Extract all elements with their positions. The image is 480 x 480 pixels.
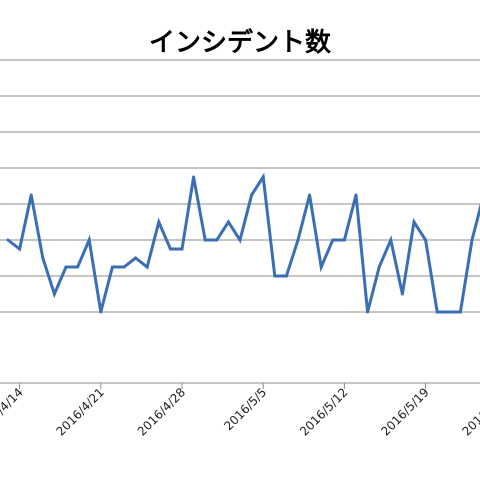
series-incidents — [6, 172, 480, 314]
data-point — [273, 274, 277, 278]
data-point — [238, 238, 242, 242]
data-point — [377, 265, 381, 269]
data-point — [6, 238, 10, 242]
data-point — [296, 238, 300, 242]
x-axis — [0, 382, 480, 389]
x-tick-label: 2016/4/14 — [0, 385, 26, 438]
data-point — [64, 265, 68, 269]
data-point — [470, 238, 474, 242]
data-point — [342, 238, 346, 242]
data-point — [99, 310, 103, 314]
x-tick-label: 2016/4/21 — [54, 385, 107, 438]
data-point — [331, 238, 335, 242]
data-point — [87, 238, 91, 242]
x-tick-label: 2016/5/26 — [460, 385, 480, 438]
data-point — [215, 238, 219, 242]
data-point — [157, 220, 161, 224]
data-point — [412, 220, 416, 224]
data-point — [308, 193, 312, 197]
data-point — [29, 193, 33, 197]
data-point — [284, 274, 288, 278]
x-tick-label: 2016/5/5 — [221, 385, 269, 433]
chart-title: インシデント数 — [148, 28, 331, 58]
data-point — [168, 247, 172, 251]
data-point — [354, 193, 358, 197]
data-point — [435, 310, 439, 314]
data-point — [76, 265, 80, 269]
gridlines — [0, 59, 480, 313]
data-point — [226, 220, 230, 224]
data-point — [203, 238, 207, 242]
data-point — [41, 256, 45, 260]
data-point — [52, 292, 56, 296]
x-tick-label: 2016/5/12 — [297, 385, 350, 438]
data-point — [458, 310, 462, 314]
data-point — [250, 193, 254, 197]
data-point — [145, 265, 149, 269]
x-tick-labels: 2016/4/14 2016/4/21 2016/4/28 2016/5/5 2016/… — [0, 385, 480, 438]
data-point — [447, 310, 451, 314]
data-point — [134, 256, 138, 260]
data-point — [424, 238, 428, 242]
data-point — [122, 265, 126, 269]
data-point — [18, 247, 22, 251]
data-point — [400, 292, 404, 296]
data-point — [261, 175, 265, 179]
x-tick-label: 2016/4/28 — [135, 385, 188, 438]
data-point — [389, 238, 393, 242]
data-point — [180, 247, 184, 251]
x-tick-label: 2016/5/19 — [378, 385, 431, 438]
data-point — [110, 265, 114, 269]
series-line — [7, 172, 480, 314]
data-point — [319, 265, 323, 269]
data-point — [192, 175, 196, 179]
data-point — [366, 310, 370, 314]
